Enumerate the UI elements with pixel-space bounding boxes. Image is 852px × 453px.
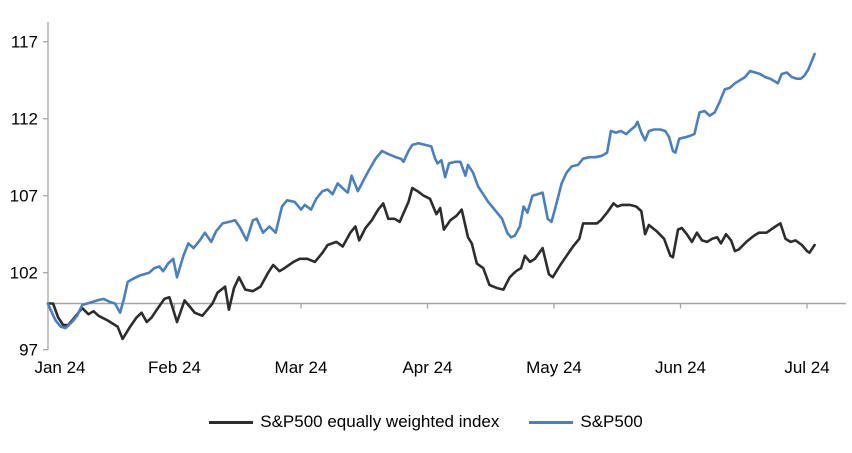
- y-tick-label: 102: [10, 264, 38, 283]
- y-tick-label: 107: [10, 187, 38, 206]
- x-tick-label: Mar 24: [275, 358, 328, 377]
- legend-label-equal-weight: S&P500 equally weighted index: [260, 412, 500, 431]
- legend-item-equal-weight: S&P500 equally weighted index: [209, 412, 499, 432]
- sp500-line-swatch: [529, 420, 574, 424]
- legend-label-sp500: S&P500: [580, 412, 643, 431]
- y-tick-label: 112: [11, 110, 38, 129]
- x-tick-label: Jul 24: [784, 358, 829, 377]
- x-tick-label: Jun 24: [655, 358, 706, 377]
- x-tick-label: Feb 24: [148, 358, 201, 377]
- x-tick-label: Apr 24: [402, 358, 452, 377]
- x-tick-label: Jan 24: [34, 358, 85, 377]
- y-tick-label: 117: [11, 33, 38, 52]
- chart-legend: S&P500 equally weighted index S&P500: [0, 410, 852, 434]
- series-line-equal-weight: [46, 186, 816, 341]
- x-tick-label: May 24: [526, 358, 582, 377]
- y-tick-label: 97: [19, 341, 38, 360]
- equal-weight-line-swatch: [209, 420, 254, 424]
- series-line-sp500: [46, 52, 816, 330]
- legend-item-sp500: S&P500: [529, 412, 643, 432]
